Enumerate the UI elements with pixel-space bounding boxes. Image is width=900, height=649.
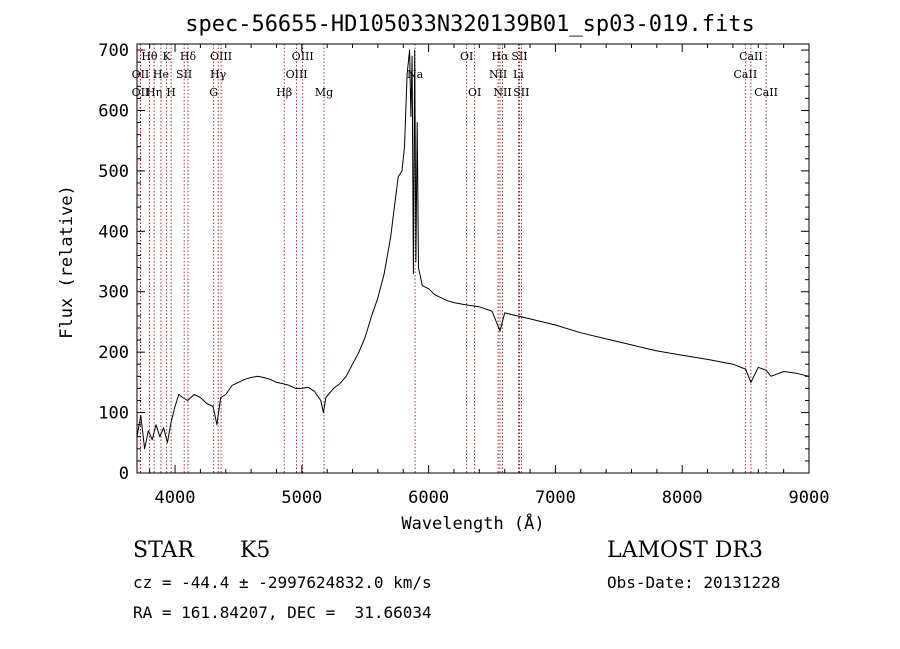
y-tick-label: 300 <box>98 283 129 303</box>
marker-label: K <box>163 50 172 63</box>
marker-label: CaII <box>754 86 778 99</box>
marker-label: Mg <box>315 86 333 99</box>
marker-label: Hγ <box>210 68 227 81</box>
spectrum-series <box>136 49 810 450</box>
x-axis-label: Wavelength (Å) <box>401 512 544 534</box>
marker-label: H <box>166 86 176 99</box>
marker-label: OIII <box>286 68 308 81</box>
marker-label: Hδ <box>180 50 197 63</box>
y-tick-label: 0 <box>119 464 129 484</box>
marker-label: NII <box>493 86 511 99</box>
line-markers: HθOIIOIIHηHeKHSIIHδOIIIHγGHβOIIIOIIIMgNa… <box>132 44 778 473</box>
marker-label: NII <box>489 68 507 81</box>
marker-label: Li <box>513 68 524 81</box>
redshift-line: cz = -44.4 ± -2997624832.0 km/s <box>133 573 432 592</box>
x-tick-label: 7000 <box>535 488 576 508</box>
y-tick-label: 200 <box>98 343 129 363</box>
marker-label: OIII <box>210 50 232 63</box>
y-axis-label: Flux (relative) <box>57 185 77 339</box>
x-tick-label: 5000 <box>281 488 322 508</box>
marker-label: Hθ <box>141 50 158 63</box>
marker-label: SII <box>513 86 529 99</box>
x-tick-label: 8000 <box>662 488 703 508</box>
y-tick-label: 700 <box>98 41 129 61</box>
coordinates: RA = 161.84207, DEC = 31.66034 <box>133 603 432 622</box>
y-tick-label: 500 <box>98 162 129 182</box>
marker-label: Hη <box>146 86 162 99</box>
marker-label: Hβ <box>276 86 292 99</box>
spectrum-line <box>136 49 810 450</box>
marker-label: OI <box>468 86 481 99</box>
x-tick-label: 9000 <box>789 488 830 508</box>
marker-label: OIII <box>292 50 314 63</box>
marker-label: CaII <box>739 50 763 63</box>
marker-label: SII <box>511 50 527 63</box>
object-class: STAR <box>133 538 194 563</box>
x-tick-label: 4000 <box>155 488 196 508</box>
marker-label: SII <box>176 68 192 81</box>
marker-label: Hα <box>491 50 509 63</box>
marker-label: OII <box>132 86 150 99</box>
y-tick-label: 600 <box>98 101 129 121</box>
x-tick-label: 6000 <box>408 488 449 508</box>
y-tick-label: 400 <box>98 222 129 242</box>
plot-frame <box>136 43 810 474</box>
marker-label: G <box>209 86 218 99</box>
obs-date: Obs-Date: 20131228 <box>607 573 781 592</box>
marker-label: CaII <box>734 68 758 81</box>
chart-title: spec-56655-HD105033N320139B01_sp03-019.f… <box>185 12 755 37</box>
object-subclass: K5 <box>240 538 271 563</box>
survey-name: LAMOST DR3 <box>607 538 763 563</box>
marker-label: He <box>153 68 169 81</box>
marker-label: OI <box>460 50 473 63</box>
axis-ticks: 4000 5000 6000 7000 8000 9000 0 100 200 300 400 500… <box>98 41 829 508</box>
y-tick-label: 100 <box>98 404 129 424</box>
